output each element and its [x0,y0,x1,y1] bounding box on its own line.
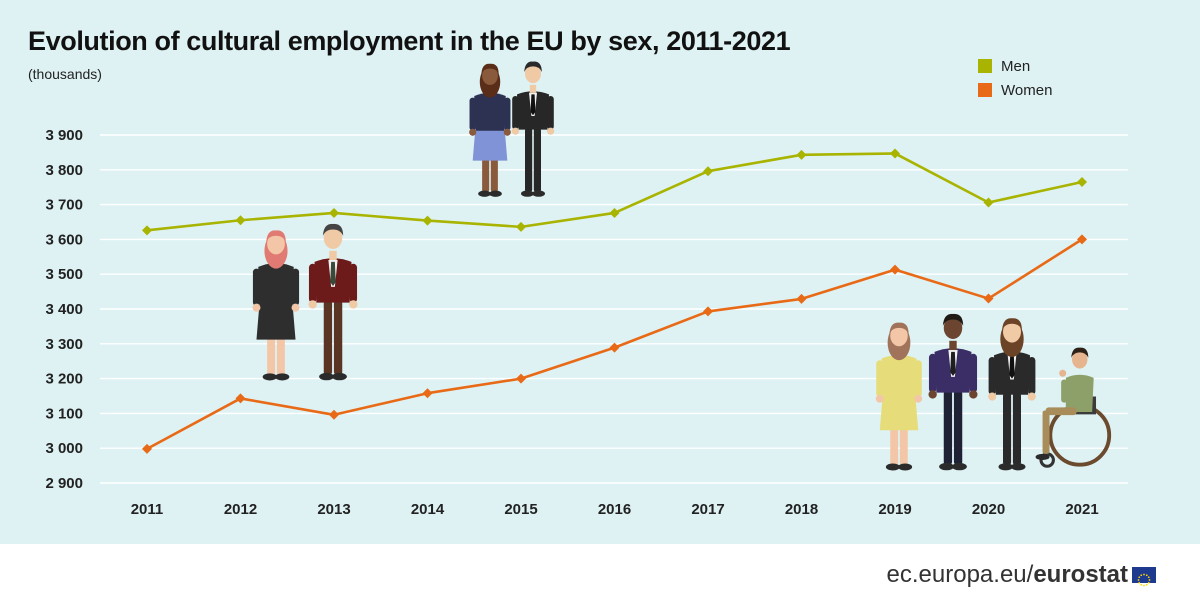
people-illustrations [252,61,1112,471]
legend-swatch-women [978,83,992,97]
data-point [142,443,152,454]
x-tick-label: 2014 [411,501,445,518]
legend-item-women: Women [978,81,1052,99]
data-point [142,225,152,236]
data-point [329,409,339,420]
footer-brand-name: eurostat [1033,561,1128,588]
x-tick-label: 2011 [131,501,164,518]
x-tick-label: 2020 [972,501,1005,518]
data-point [890,264,900,275]
data-point [235,215,246,226]
man-illustration [308,223,358,381]
line-chart: 2 900 3 000 3 100 3 200 3 300 3 400 3 500 3 600… [45,61,1128,518]
x-tick-label: 2016 [598,501,631,518]
y-tick-label: 3 600 [45,231,83,248]
footer-brand: ec.europa.eu/ eurostat [887,560,1156,590]
legend-label-women: Women [1001,81,1053,99]
man-illustration [511,61,555,197]
x-tick-label: 2019 [878,501,911,518]
y-axis-ticks: 2 900 3 000 3 100 3 200 3 300 3 400 3 500 3 600… [45,127,83,492]
y-tick-label: 3 500 [45,266,83,283]
woman-illustration [875,322,923,471]
x-tick-label: 2017 [691,501,724,518]
y-tick-label: 3 900 [45,127,83,144]
data-point [1077,176,1087,187]
data-point [983,293,994,304]
y-tick-label: 3 100 [45,405,83,422]
data-point [422,388,433,399]
series-women [142,234,1087,454]
eu-flag-stars [1137,573,1151,587]
x-tick-label: 2021 [1065,501,1098,518]
data-point [796,293,807,304]
y-tick-label: 3 800 [45,162,83,179]
chart-panel: Evolution of cultural employment in the … [0,0,1200,544]
y-tick-label: 3 300 [45,336,83,353]
series-layer [142,148,1087,454]
legend-swatch-men [978,59,992,73]
series-men [142,148,1087,236]
data-point [516,373,526,384]
y-tick-label: 3 400 [45,301,83,318]
x-axis-ticks: 2011 2012 2013 2014 2015 2016 2017 2018 2019 2020… [131,501,1099,518]
data-point [422,215,433,226]
chart-title: Evolution of cultural employment in the … [28,26,791,56]
y-tick-label: 3 000 [45,440,83,457]
chart-unit: (thousands) [28,66,102,82]
data-point [796,149,807,160]
legend-label-men: Men [1001,57,1031,75]
x-tick-label: 2012 [224,501,257,518]
data-point [703,166,713,177]
y-tick-label: 3 200 [45,371,83,388]
woman-illustration [252,230,300,381]
y-tick-label: 3 700 [45,197,83,214]
series-line [146,152,1083,232]
person-wheelchair-illustration [1035,347,1112,468]
x-tick-label: 2018 [785,501,818,518]
man-illustration [928,313,978,471]
data-point [609,342,620,353]
legend-item-men: Men [978,57,1030,75]
woman-illustration [988,318,1036,471]
data-point [703,306,713,317]
data-point [329,207,339,218]
data-point [890,148,900,159]
x-tick-label: 2015 [504,501,537,518]
eu-flag-icon [1132,567,1156,587]
data-point [516,221,526,232]
data-point [609,207,620,218]
data-point [1077,234,1087,245]
y-tick-label: 2 900 [45,475,83,492]
footer-site: ec.europa.eu/ [886,561,1034,588]
woman-illustration [469,63,511,197]
data-point [983,197,994,208]
x-tick-label: 2013 [317,501,350,518]
data-point [235,393,246,404]
